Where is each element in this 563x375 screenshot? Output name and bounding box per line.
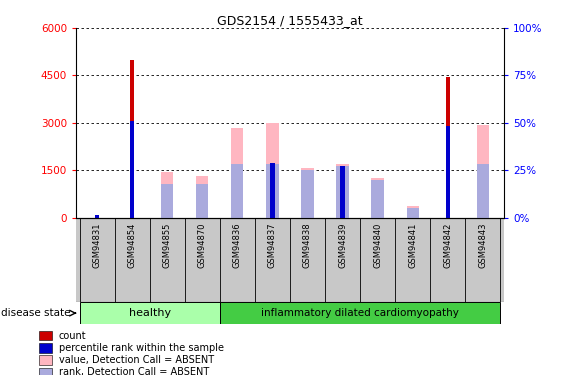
- Bar: [231, 128, 243, 218]
- Bar: [196, 184, 208, 218]
- Text: GSM94855: GSM94855: [163, 223, 172, 268]
- Bar: [337, 164, 348, 218]
- Bar: [231, 164, 243, 218]
- Bar: [301, 168, 314, 217]
- Bar: [39, 343, 52, 352]
- Bar: [130, 60, 134, 217]
- Text: GSM94843: GSM94843: [479, 223, 488, 268]
- Text: GSM94854: GSM94854: [128, 223, 137, 268]
- Text: GSM94842: GSM94842: [443, 223, 452, 268]
- Text: disease state: disease state: [1, 308, 70, 318]
- Text: GSM94839: GSM94839: [338, 223, 347, 268]
- Text: healthy: healthy: [128, 308, 171, 318]
- Bar: [130, 121, 134, 218]
- Bar: [95, 215, 99, 217]
- Bar: [196, 177, 208, 218]
- Text: GSM94841: GSM94841: [408, 223, 417, 268]
- Title: GDS2154 / 1555433_at: GDS2154 / 1555433_at: [217, 14, 363, 27]
- Bar: [39, 331, 52, 340]
- Bar: [79, 302, 220, 324]
- Bar: [266, 123, 279, 218]
- Text: GSM94840: GSM94840: [373, 223, 382, 268]
- Bar: [161, 184, 173, 218]
- Text: GSM94838: GSM94838: [303, 223, 312, 268]
- Text: GSM94836: GSM94836: [233, 223, 242, 268]
- Bar: [477, 164, 489, 218]
- Bar: [372, 180, 384, 218]
- Text: GSM94837: GSM94837: [268, 223, 277, 268]
- Bar: [220, 302, 501, 324]
- Bar: [446, 77, 450, 218]
- Text: rank, Detection Call = ABSENT: rank, Detection Call = ABSENT: [59, 368, 209, 375]
- Text: GSM94870: GSM94870: [198, 223, 207, 268]
- Bar: [477, 125, 489, 218]
- Text: percentile rank within the sample: percentile rank within the sample: [59, 343, 224, 353]
- Bar: [39, 356, 52, 365]
- Bar: [161, 172, 173, 217]
- Bar: [337, 166, 348, 218]
- Bar: [406, 208, 419, 218]
- Text: GSM94831: GSM94831: [92, 223, 101, 268]
- Text: inflammatory dilated cardiomyopathy: inflammatory dilated cardiomyopathy: [261, 308, 459, 318]
- Bar: [301, 170, 314, 217]
- Bar: [372, 178, 384, 218]
- Bar: [446, 126, 450, 218]
- Bar: [341, 166, 345, 218]
- Bar: [266, 164, 279, 218]
- Bar: [95, 215, 99, 217]
- Text: value, Detection Call = ABSENT: value, Detection Call = ABSENT: [59, 355, 214, 365]
- Text: count: count: [59, 331, 86, 340]
- Bar: [270, 163, 275, 218]
- Bar: [39, 368, 52, 375]
- Bar: [406, 207, 419, 218]
